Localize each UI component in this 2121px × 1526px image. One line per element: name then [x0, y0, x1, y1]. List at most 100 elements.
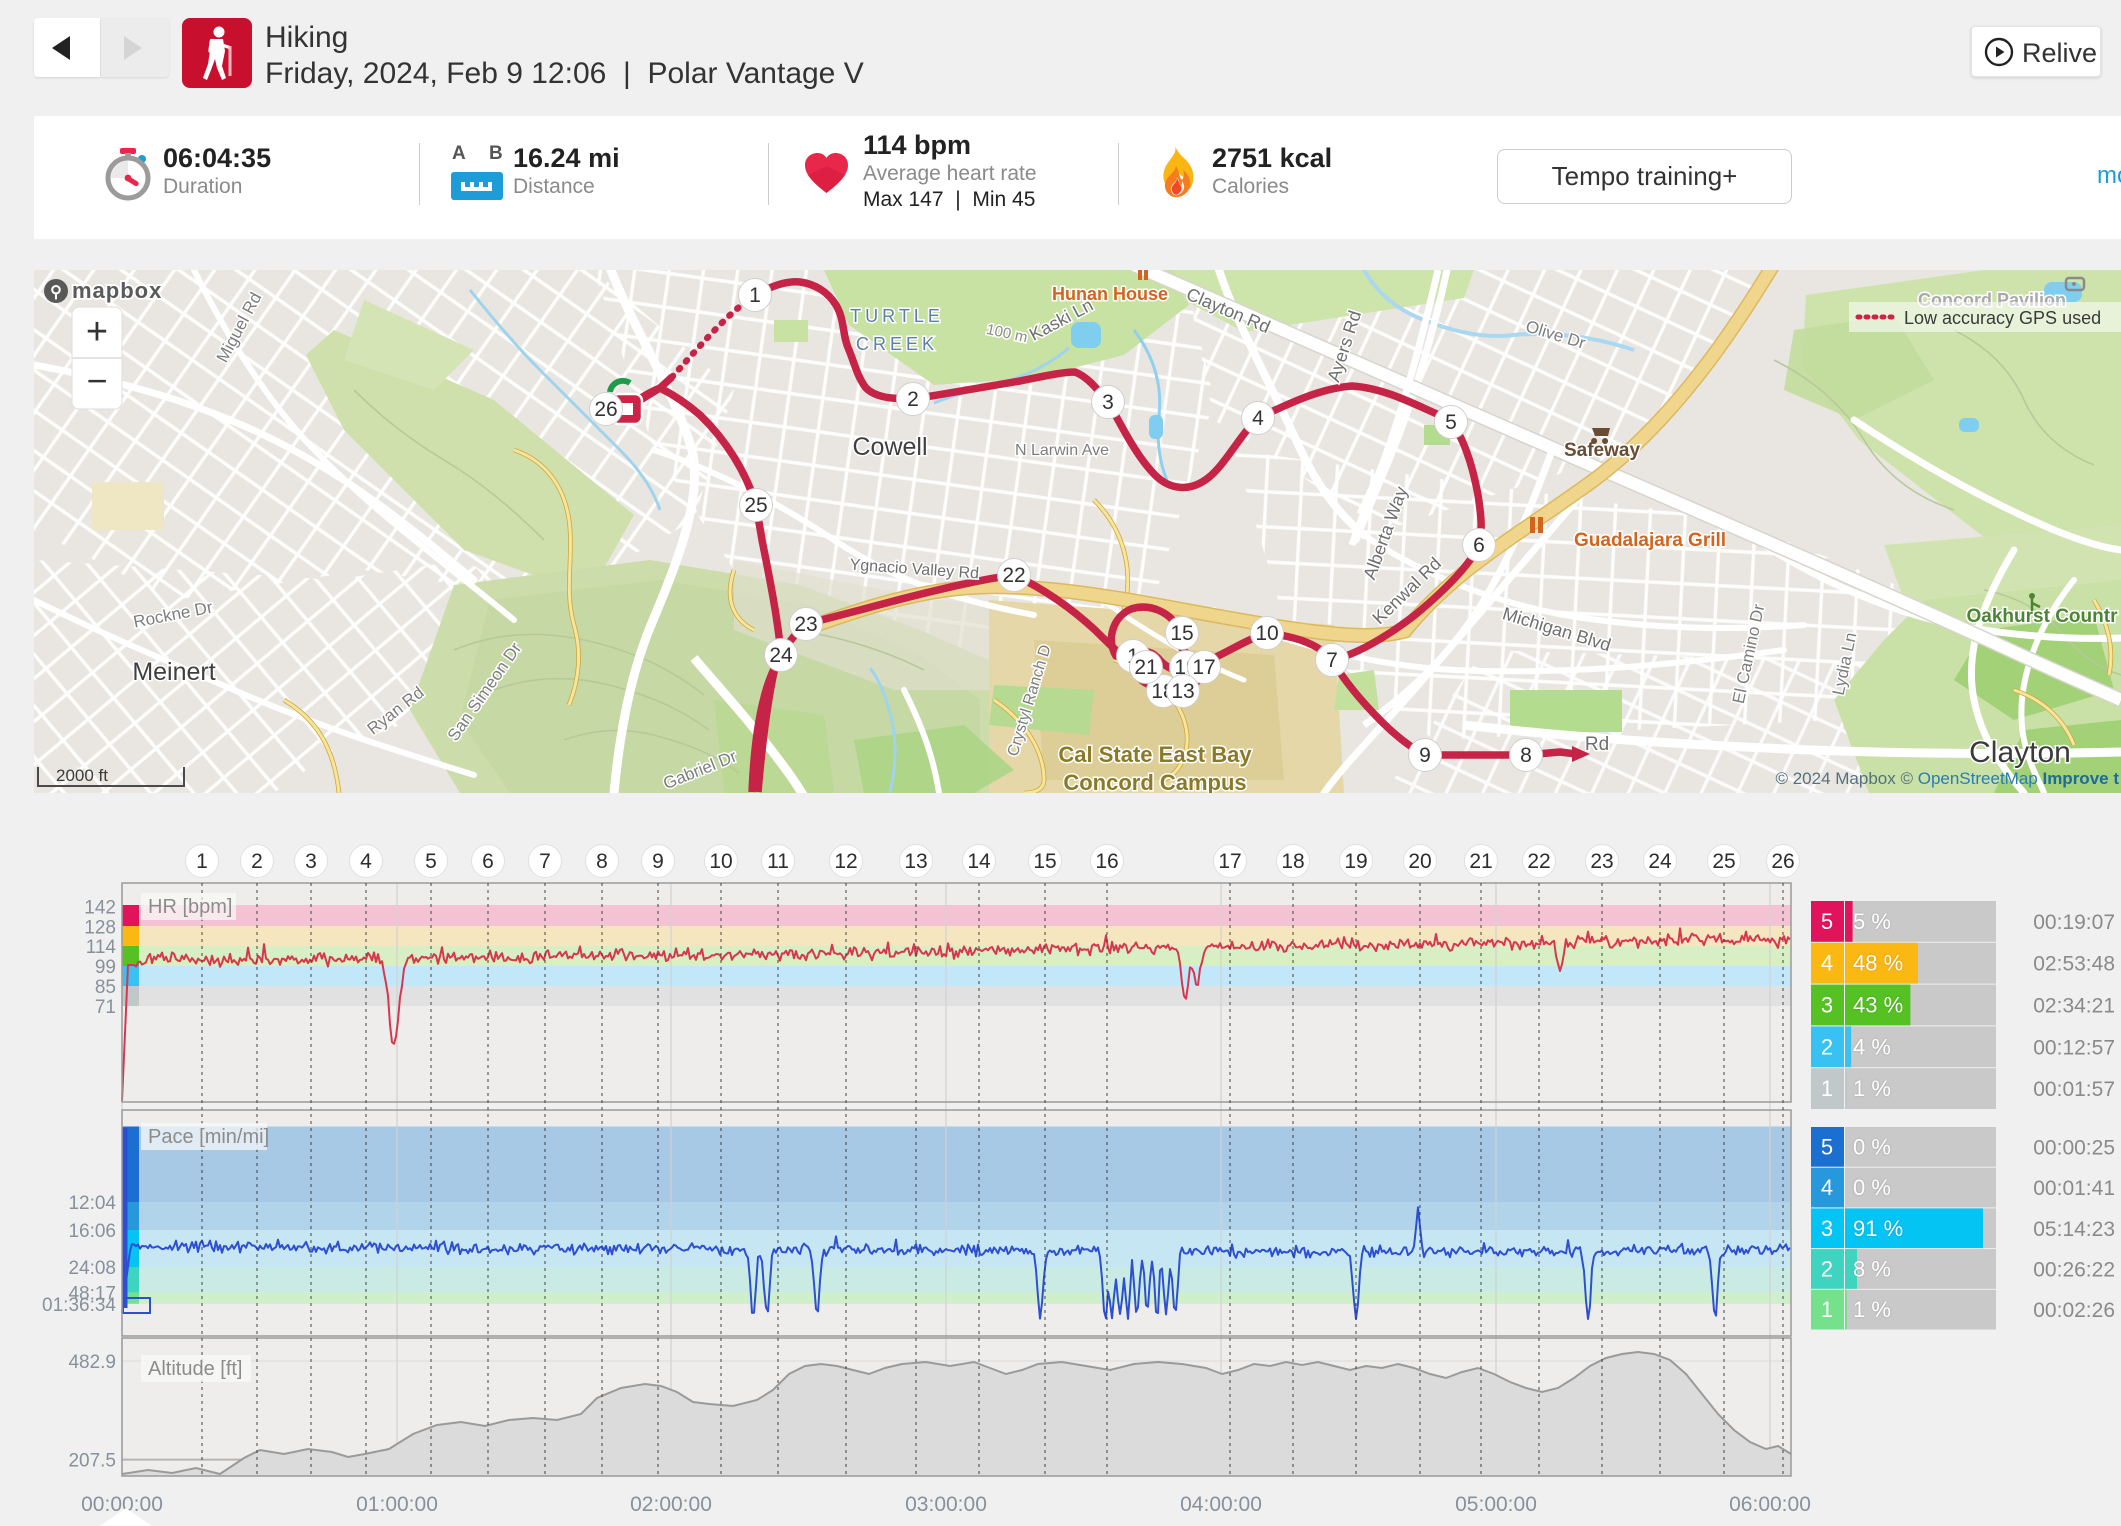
svg-text:25: 25	[1712, 850, 1735, 873]
svg-text:15: 15	[1170, 622, 1193, 645]
svg-text:00:19:07: 00:19:07	[2033, 911, 2115, 934]
svg-text:05:00:00: 05:00:00	[1455, 1493, 1537, 1516]
svg-text:7: 7	[1326, 649, 1338, 672]
svg-text:482.9: 482.9	[68, 1352, 116, 1373]
svg-text:3: 3	[1821, 1216, 1833, 1241]
svg-text:128: 128	[84, 918, 116, 939]
svg-text:99: 99	[95, 957, 116, 978]
svg-text:26: 26	[1771, 850, 1794, 873]
svg-text:24: 24	[769, 644, 793, 667]
svg-text:14: 14	[967, 850, 991, 873]
svg-text:−: −	[86, 360, 107, 401]
svg-text:Altitude [ft]: Altitude [ft]	[148, 1358, 243, 1380]
svg-text:5: 5	[1821, 909, 1833, 934]
svg-text:5 %: 5 %	[1853, 909, 1891, 934]
svg-text:19: 19	[1344, 850, 1367, 873]
svg-text:4: 4	[1821, 1175, 1833, 1200]
svg-text:00:02:26: 00:02:26	[2033, 1299, 2115, 1322]
svg-text:Clayton: Clayton	[1969, 736, 2071, 769]
svg-text:12: 12	[834, 850, 857, 873]
svg-text:06:00:00: 06:00:00	[1729, 1493, 1811, 1516]
svg-text:00:12:57: 00:12:57	[2033, 1036, 2115, 1059]
svg-text:Cal State East Bay: Cal State East Bay	[1058, 742, 1252, 767]
svg-text:Safeway: Safeway	[1564, 440, 1640, 461]
svg-text:1: 1	[1821, 1297, 1833, 1322]
svg-text:4: 4	[360, 850, 372, 873]
svg-text:5: 5	[1445, 411, 1457, 434]
svg-text:16: 16	[1095, 850, 1118, 873]
svg-text:1 %: 1 %	[1853, 1076, 1891, 1101]
svg-text:Hunan House: Hunan House	[1052, 284, 1168, 304]
svg-text:01:00:00: 01:00:00	[356, 1493, 438, 1516]
svg-text:3: 3	[1821, 993, 1833, 1018]
svg-text:17: 17	[1192, 656, 1215, 679]
svg-text:00:00:25: 00:00:25	[2033, 1136, 2115, 1159]
svg-text:71: 71	[95, 997, 116, 1018]
svg-text:6: 6	[1473, 534, 1485, 557]
svg-text:17: 17	[1218, 850, 1241, 873]
svg-text:22: 22	[1527, 850, 1550, 873]
svg-text:5: 5	[425, 850, 437, 873]
svg-text:4: 4	[1252, 407, 1264, 430]
svg-text:23: 23	[794, 613, 817, 636]
svg-text:TURTLE: TURTLE	[850, 306, 944, 326]
svg-text:04:00:00: 04:00:00	[1180, 1493, 1262, 1516]
svg-text:9: 9	[652, 850, 664, 873]
svg-text:48:17: 48:17	[68, 1284, 116, 1305]
svg-text:43 %: 43 %	[1853, 993, 1903, 1018]
svg-text:25: 25	[744, 494, 767, 517]
svg-text:05:14:23: 05:14:23	[2033, 1218, 2115, 1241]
svg-text:00:01:57: 00:01:57	[2033, 1078, 2115, 1101]
svg-text:1 %: 1 %	[1853, 1297, 1891, 1322]
svg-text:00:26:22: 00:26:22	[2033, 1259, 2115, 1282]
svg-text:03:00:00: 03:00:00	[905, 1493, 987, 1516]
svg-text:2000 ft: 2000 ft	[56, 766, 108, 785]
svg-text:23: 23	[1590, 850, 1613, 873]
svg-text:Cowell: Cowell	[852, 433, 927, 461]
svg-text:15: 15	[1033, 850, 1056, 873]
svg-text:02:53:48: 02:53:48	[2033, 953, 2115, 976]
svg-text:142: 142	[84, 898, 116, 919]
svg-text:mapbox: mapbox	[72, 278, 162, 303]
svg-text:12:04: 12:04	[68, 1193, 116, 1214]
svg-text:⚲: ⚲	[50, 284, 62, 301]
svg-text:4: 4	[1821, 951, 1833, 976]
svg-text:0 %: 0 %	[1853, 1134, 1891, 1159]
svg-text:26: 26	[594, 398, 617, 421]
svg-text:11: 11	[767, 850, 789, 873]
svg-text:16:06: 16:06	[68, 1221, 116, 1242]
svg-text:1: 1	[749, 284, 761, 307]
svg-text:Oakhurst Countr: Oakhurst Countr	[1967, 606, 2119, 627]
svg-text:+: +	[86, 311, 108, 353]
svg-text:CREEK: CREEK	[856, 334, 938, 354]
svg-text:114: 114	[86, 937, 117, 958]
svg-text:207.5: 207.5	[68, 1451, 116, 1472]
svg-text:5: 5	[1821, 1134, 1833, 1159]
svg-text:10: 10	[709, 850, 732, 873]
svg-text:8 %: 8 %	[1853, 1257, 1891, 1282]
svg-text:24: 24	[1648, 850, 1672, 873]
svg-text:13: 13	[904, 850, 927, 873]
svg-text:2: 2	[251, 850, 263, 873]
svg-text:0 %: 0 %	[1853, 1175, 1891, 1200]
svg-text:Guadalajara Grill: Guadalajara Grill	[1574, 530, 1726, 551]
svg-text:6: 6	[482, 850, 494, 873]
svg-text:2: 2	[907, 388, 919, 411]
svg-text:2: 2	[1821, 1257, 1833, 1282]
svg-text:18: 18	[1281, 850, 1304, 873]
svg-text:02:00:00: 02:00:00	[630, 1493, 712, 1516]
svg-text:21: 21	[1469, 850, 1492, 873]
svg-text:3: 3	[1102, 391, 1114, 414]
svg-text:4 %: 4 %	[1853, 1034, 1891, 1059]
svg-text:13: 13	[1171, 680, 1194, 703]
svg-text:10: 10	[1255, 622, 1278, 645]
svg-text:24:08: 24:08	[68, 1258, 116, 1279]
svg-text:8: 8	[1520, 744, 1532, 767]
svg-text:85: 85	[95, 977, 116, 998]
svg-text:02:34:21: 02:34:21	[2033, 995, 2115, 1018]
svg-text:48 %: 48 %	[1853, 951, 1903, 976]
svg-text:Low accuracy GPS used: Low accuracy GPS used	[1904, 308, 2101, 328]
svg-text:Meinert: Meinert	[132, 658, 215, 686]
svg-text:8: 8	[596, 850, 608, 873]
svg-text:22: 22	[1002, 564, 1025, 587]
